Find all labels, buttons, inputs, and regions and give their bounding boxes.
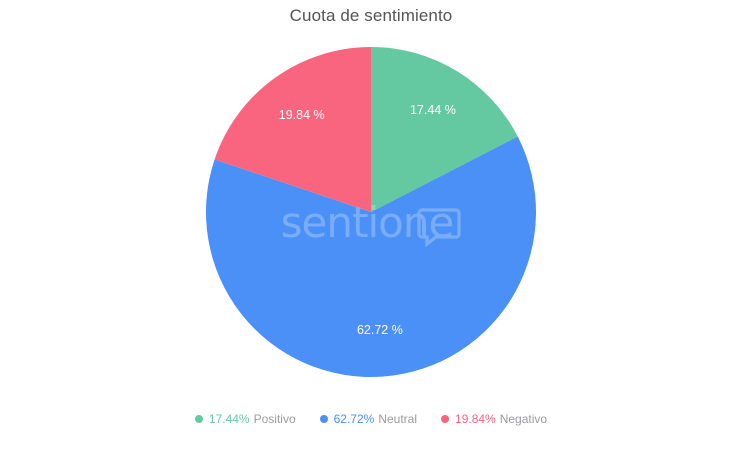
pie-slices [206, 47, 537, 378]
chart-title: Cuota de sentimiento [289, 6, 453, 25]
legend-value-negativo: 19.84% [455, 412, 496, 426]
pie-slice-neutral[interactable] [206, 136, 537, 378]
pie-slice-label-neutral: 62.72 % [357, 323, 403, 337]
legend-item-negativo[interactable]: 19.84% Negativo [441, 412, 547, 426]
pie-plot-area: 17.44 % 19.84 % 62.72 % sentione [0, 30, 742, 400]
legend-item-positivo[interactable]: 17.44% Positivo [194, 412, 296, 426]
legend-dot-icon-positivo [194, 415, 203, 423]
chart-legend: 17.44% Positivo 62.72% Neutral 19.84% Ne… [0, 412, 742, 426]
legend-dot-icon-negativo [441, 415, 450, 423]
pie-slice-labels: 17.44 % 19.84 % 62.72 % [279, 103, 456, 337]
pie-slice-positivo[interactable] [371, 47, 518, 212]
legend-label-positivo: Positivo [253, 412, 296, 426]
legend-label-neutral: Neutral [378, 412, 418, 426]
pie-slice-negativo[interactable] [214, 47, 371, 212]
pie-slice-label-positivo: 17.44 % [410, 103, 456, 117]
legend-label-negativo: Negativo [499, 412, 548, 426]
legend-value-positivo: 17.44% [208, 412, 250, 426]
legend-value-neutral: 62.72% [333, 412, 375, 426]
legend-dot-icon-neutral [319, 415, 328, 423]
legend-item-neutral[interactable]: 62.72% Neutral [319, 412, 418, 426]
pie-slice-label-negativo: 19.84 % [279, 108, 325, 122]
pie-svg: 17.44 % 19.84 % 62.72 % [206, 47, 537, 378]
